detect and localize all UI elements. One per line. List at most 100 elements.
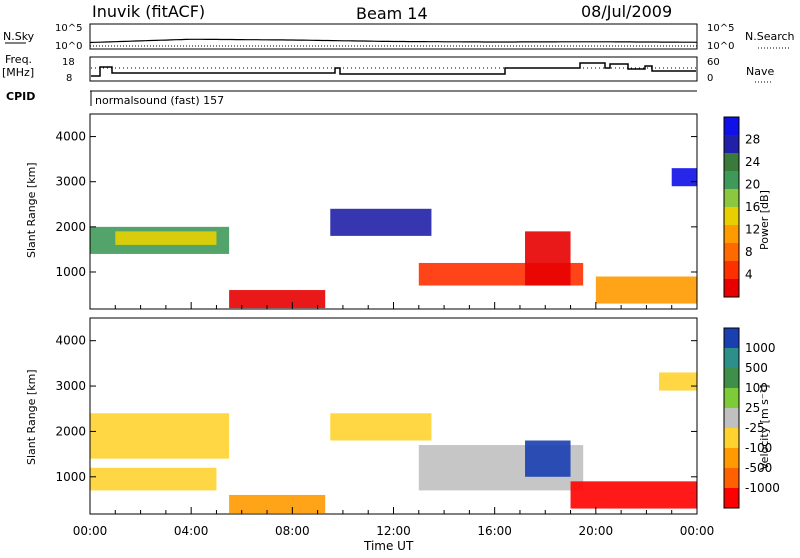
nsearch-tick-bottom: 10^0: [707, 41, 734, 52]
colorbar-swatch: [724, 117, 739, 136]
colorbar-tick-label: 28: [745, 133, 760, 147]
power-y-axis: 1000 2000 3000 4000: [55, 130, 697, 279]
colorbar-swatch: [724, 189, 739, 208]
heatmap-cell: [525, 440, 571, 477]
colorbar-tick-label: 8: [745, 245, 753, 259]
colorbar-tick-label: 12: [745, 223, 760, 237]
freq-panel: [89, 56, 698, 82]
nave-tick-bottom: 0: [707, 73, 713, 84]
heatmap-cell: [570, 481, 697, 509]
colorbar-tick-label: 25: [745, 401, 760, 415]
y-tick-label: 1000: [55, 470, 86, 484]
heatmap-cell: [595, 276, 697, 304]
colorbar-tick-label: 4: [745, 268, 753, 282]
colorbar-tick-label: 1000: [745, 341, 776, 355]
freq-tick-bottom: 8: [66, 73, 72, 84]
velocity-y-axis: 1000 2000 3000 4000: [55, 334, 697, 484]
nsky-label: N.Sky: [3, 30, 35, 43]
beam-title: Beam 14: [356, 4, 428, 23]
cpid-label: CPID: [6, 90, 35, 103]
nsky-line: [89, 38, 698, 44]
colorbar-tick-label: 500: [745, 361, 768, 375]
power-colorbar-label: Power [dB]: [758, 190, 771, 250]
colorbar-tick-label: 20: [745, 178, 760, 192]
x-tick-label: 12:00: [376, 524, 411, 538]
colorbar-frame: [723, 327, 740, 509]
colorbar-frame: [723, 116, 740, 298]
y-tick-label: 1000: [55, 265, 86, 279]
colorbar-swatch: [724, 171, 739, 190]
colorbar-swatch: [724, 328, 739, 349]
heatmap-cell: [90, 413, 230, 459]
colorbar-swatch: [724, 348, 739, 369]
heatmap-cell: [90, 467, 217, 491]
colorbar-swatch: [724, 225, 739, 244]
cpid-program: normalsound (fast) 157: [95, 94, 224, 107]
colorbar-swatch: [724, 135, 739, 154]
velocity-heatmap: [90, 372, 697, 514]
x-tick-label: 04:00: [174, 524, 209, 538]
x-tick-label: 08:00: [275, 524, 310, 538]
heatmap-cell: [115, 231, 217, 245]
date-title: 08/Jul/2009: [581, 2, 672, 21]
heatmap-cell: [525, 231, 571, 286]
colorbar-swatch: [724, 207, 739, 226]
heatmap-cell: [330, 208, 432, 236]
freq-unit-label: [MHz]: [2, 66, 34, 79]
colorbar-tick-label: -500: [745, 461, 772, 475]
power-ylabel: Slant Range [km]: [25, 162, 38, 258]
colorbar-swatch: [724, 261, 739, 280]
velocity-x-axis: [89, 507, 698, 514]
y-tick-label: 2000: [55, 424, 86, 438]
colorbar-swatch: [724, 279, 739, 298]
x-tick-label: 00:00: [680, 524, 715, 538]
station-title: Inuvik (fitACF): [92, 2, 205, 21]
nsky-tick-top: 10^5: [55, 23, 82, 34]
heatmap-cell: [330, 413, 432, 441]
nsky-trace: [89, 38, 698, 47]
nsearch-label: N.Search: [745, 30, 795, 43]
velocity-colorbar: 1000 500 100 25 -25 -100 -500 -1000: [723, 327, 780, 509]
y-tick-label: 2000: [55, 220, 86, 234]
power-heatmap: [90, 168, 697, 309]
nsky-panel: [89, 23, 698, 50]
colorbar-swatch: [724, 488, 739, 509]
colorbar-swatch: [724, 408, 739, 429]
colorbar-swatch: [724, 243, 739, 262]
colorbar-swatch: [724, 468, 739, 489]
velocity-colorbar-label: Velocity [m s⁻¹]: [758, 385, 771, 470]
colorbar-swatch: [724, 388, 739, 409]
colorbar-tick-label: 100: [745, 381, 768, 395]
y-tick-label: 3000: [55, 175, 86, 189]
nave-label: Nave: [746, 65, 774, 78]
heatmap-cell: [671, 168, 697, 187]
colorbar-tick-label: -25: [745, 421, 765, 435]
nave-tick-top: 60: [707, 57, 720, 68]
x-tick-label: 20:00: [579, 524, 614, 538]
colorbar-swatch: [724, 428, 739, 449]
freq-trace: [91, 62, 696, 77]
freq-label: Freq.: [5, 53, 32, 66]
velocity-ylabel: Slant Range [km]: [25, 369, 38, 465]
colorbar-swatch: [724, 448, 739, 469]
colorbar-tick-label: 24: [745, 155, 760, 169]
heatmap-cell: [659, 372, 697, 391]
x-tick-label: 16:00: [477, 524, 512, 538]
time-axis-labels: 00:00 04:00 08:00 12:00 16:00 20:00 00:00: [73, 524, 715, 538]
heatmap-cell: [229, 494, 326, 514]
heatmap-cell: [229, 290, 326, 309]
power-colorbar: 4 8 12 16 20 24 28: [723, 116, 760, 298]
y-tick-label: 3000: [55, 379, 86, 393]
y-tick-label: 4000: [55, 130, 86, 144]
colorbar-tick-label: 16: [745, 200, 760, 214]
y-tick-label: 4000: [55, 334, 86, 348]
colorbar-swatch: [724, 368, 739, 389]
colorbar-tick-label: -100: [745, 441, 772, 455]
nsearch-tick-top: 10^5: [707, 23, 734, 34]
freq-tick-top: 18: [62, 57, 75, 68]
power-x-axis: [89, 302, 698, 309]
colorbar-tick-label: -1000: [745, 481, 780, 495]
nsky-tick-bottom: 10^0: [55, 41, 82, 52]
